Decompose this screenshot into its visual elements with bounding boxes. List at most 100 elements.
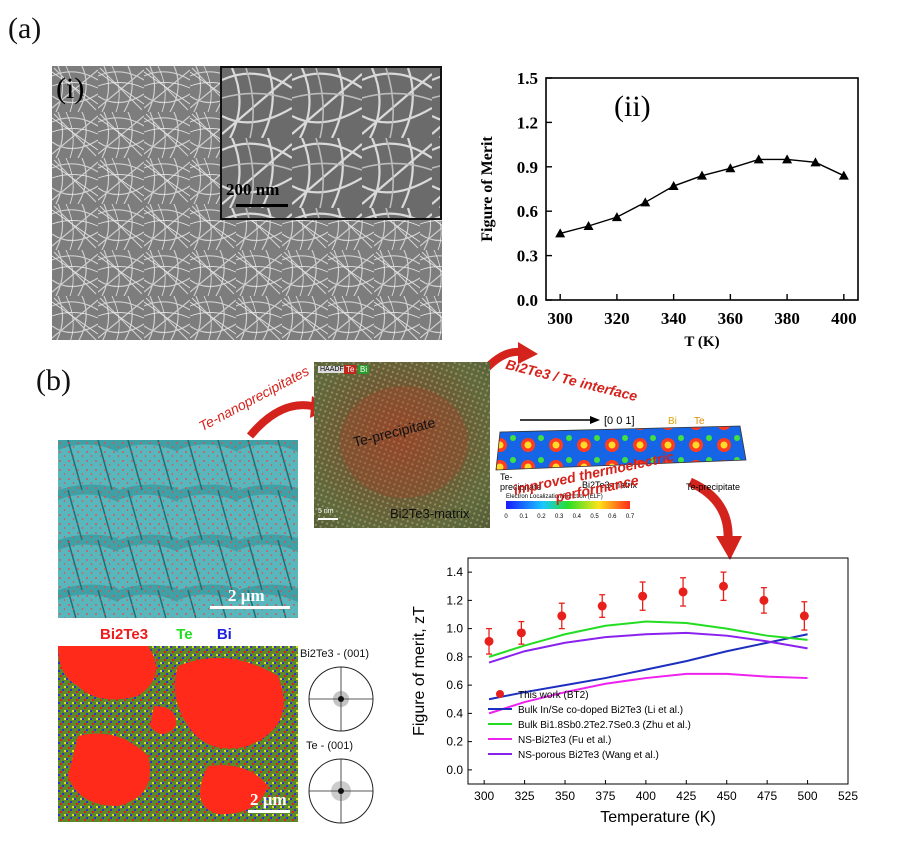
chart2-series-line-3 xyxy=(488,631,808,664)
elf-direction-arrow-head xyxy=(590,416,600,424)
chart1-xtick-label: 340 xyxy=(661,309,687,328)
chart2-xtick-label: 475 xyxy=(757,789,777,803)
inset-scale-label: 200 nm xyxy=(226,180,280,199)
pole-figure-2-label: Te - (001) xyxy=(306,740,354,752)
tem-badge: HAADF xyxy=(318,366,346,373)
chart1-point xyxy=(810,157,821,167)
chart2-point xyxy=(678,587,688,597)
tem-badge-text: HAADF xyxy=(320,366,344,373)
chart2-legend-label: NS-Bi2Te3 (Fu et al.) xyxy=(518,735,611,746)
elf-slab xyxy=(495,425,747,471)
chart2-point xyxy=(597,601,607,611)
eds-legend-te: Te xyxy=(176,626,193,643)
elf-colorbar xyxy=(506,501,630,509)
chart2-frame xyxy=(467,557,849,785)
eds-map-texture xyxy=(58,646,298,822)
chart2-ytick-label: 1.4 xyxy=(446,565,463,579)
sem-eds-scale-label: 2 µm xyxy=(228,586,265,605)
sub-label-i: (i) xyxy=(56,72,85,105)
tem-lattice xyxy=(314,362,490,528)
chart2-point xyxy=(799,611,809,621)
arrow-to-chart-head xyxy=(716,536,742,560)
chart1-xtick-label: 300 xyxy=(547,309,573,328)
chart2-xtick-label: 300 xyxy=(474,789,494,803)
inset-texture xyxy=(222,68,440,218)
eds-legend-bi2te3: Bi2Te3 xyxy=(100,626,149,643)
elf-direction-label: [0 0 1] xyxy=(604,415,635,427)
sem-eds-scale-bar xyxy=(210,606,290,609)
chart1-point xyxy=(782,154,793,164)
elf-map: [0 0 1] Bi Te Te-precipitate Bi2Te3-matr… xyxy=(495,415,747,520)
tem-image: HAADF Te Bi Te-precipitate Bi2Te3-matrix… xyxy=(314,362,490,528)
chart2-xtick-label: 375 xyxy=(595,789,615,803)
arrow-to-elf-head xyxy=(518,342,538,364)
panel-a-label: (a) xyxy=(8,12,42,45)
eds-legend: Bi2Te3 Te Bi xyxy=(100,626,232,643)
chart1-point xyxy=(583,221,594,230)
elf-colorbar-title: Electron Localization Function (ELF) xyxy=(506,494,603,500)
chart1-ytick-label: 1.5 xyxy=(517,69,538,88)
chart1-ytick-label: 0.0 xyxy=(517,291,538,310)
elf-left-label-1: Te- xyxy=(500,472,513,482)
sem-inset: 200 nm xyxy=(220,66,442,220)
chart2-xtick-label: 425 xyxy=(676,789,696,803)
chart2-legend-label: Bulk In/Se co-doped Bi2Te3 (Li et al.) xyxy=(518,705,683,716)
elf-right-label: Te-precipitate xyxy=(686,482,740,492)
panel-b-label: (b) xyxy=(36,364,71,397)
chart1-point xyxy=(555,228,566,238)
sub-label-ii: (ii) xyxy=(614,90,651,123)
zt-temperature-chart: 0.0 0.2 0.4 0.6 0.8 1.0 1.2 1.4 300 325 350 375 400 4… xyxy=(411,557,858,826)
arrow-to-chart xyxy=(688,477,733,541)
chart1-ytick-label: 0.3 xyxy=(517,247,538,266)
chart2-series-line-0 xyxy=(488,633,808,701)
chart2-point xyxy=(638,591,648,601)
chart2-point xyxy=(718,581,728,591)
elf-mid-label: Bi2Te3-matrix xyxy=(582,480,638,490)
chart2-point xyxy=(759,595,769,605)
chart2-point xyxy=(557,611,567,621)
chart1-point xyxy=(668,181,679,191)
tem-bi-tag: Bi xyxy=(358,365,370,374)
chart2-legend-label: Bulk Bi1.8Sb0.2Te2.7Se0.3 (Zhu et al.) xyxy=(518,720,691,731)
nanowire-sem-image: (i) 200 nm xyxy=(52,66,442,340)
chart1-point xyxy=(697,170,707,180)
chart1-ylabel: Figure of Merit xyxy=(479,136,496,242)
chart2-ylabel: Figure of merit, zT xyxy=(411,606,428,736)
chart2-point xyxy=(516,628,526,638)
eds-map: 2 µm xyxy=(58,646,298,822)
chart2-legend-marker xyxy=(496,690,504,698)
chart1-ytick-label: 0.9 xyxy=(517,158,538,177)
elf-tick-label: 0.4 xyxy=(573,514,582,520)
chart2-series-line-2 xyxy=(488,672,808,715)
chart2-ytick-label: 0.6 xyxy=(446,678,463,692)
eds-legend-bi: Bi xyxy=(216,626,232,643)
elf-tick-label: 0.7 xyxy=(626,514,635,520)
elf-tick-label: 0.3 xyxy=(555,514,564,520)
eds-scale-label: 2 µm xyxy=(250,790,287,809)
elf-colorbar-ticks: 0 0.1 0.2 0.3 0.4 0.5 0.6 0.7 xyxy=(504,514,635,520)
chart2-xtick-label: 350 xyxy=(555,789,575,803)
chart1-xtick-label: 380 xyxy=(774,309,800,328)
elf-tick-label: 0.1 xyxy=(520,514,529,520)
chart2-ytick-label: 1.2 xyxy=(446,593,463,607)
chart1-xtick-label: 400 xyxy=(831,309,857,328)
sem-eds-texture xyxy=(58,440,298,618)
chart2-xtick-label: 525 xyxy=(838,789,858,803)
chart2-ytick-label: 0.8 xyxy=(446,650,463,664)
eds-scale-bar xyxy=(248,810,290,813)
chart2-legend-label: This work (BT2) xyxy=(518,690,589,701)
chart2-point xyxy=(484,636,494,646)
chart2-ytick-label: 0.0 xyxy=(446,763,463,777)
chart2-legend-label: NS-porous Bi2Te3 (Wang et al.) xyxy=(518,750,659,761)
chart2-series-line-1 xyxy=(488,620,808,658)
elf-bi-label: Bi xyxy=(668,416,677,427)
chart2-xtick-label: 500 xyxy=(798,789,818,803)
elf-left-label: Te-precipitate xyxy=(500,472,542,492)
chart1-point xyxy=(753,154,764,164)
inset-scale-bar xyxy=(236,204,288,207)
elf-tick-label: 0.6 xyxy=(608,514,617,520)
chart1-point xyxy=(640,197,651,207)
elf-te-label: Te xyxy=(694,416,705,427)
chart1-point xyxy=(611,212,622,222)
figure-of-merit-chart: 0.0 0.3 0.6 0.9 1.2 1.5 300 320 340 360 380 400 T (K… xyxy=(479,69,859,350)
